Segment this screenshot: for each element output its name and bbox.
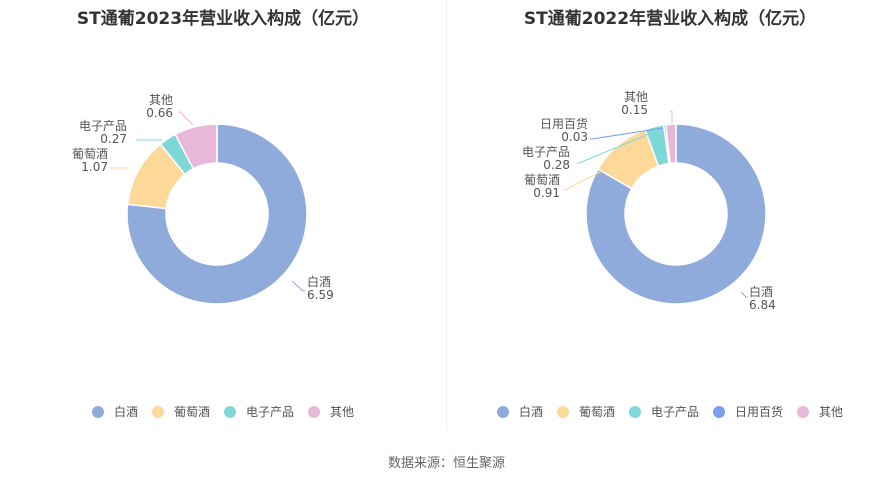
chart-title: ST通葡2023年营业收入构成（亿元）	[76, 9, 370, 29]
pie-slice[interactable]	[126, 123, 308, 305]
label-leader-line	[563, 168, 607, 191]
legend-label: 电子产品	[650, 405, 699, 419]
slice-value-label: 0.15	[621, 103, 648, 117]
legend-marker-icon	[151, 405, 164, 418]
legend-item[interactable]: 白酒	[91, 403, 138, 420]
legend-label: 葡萄酒	[578, 405, 615, 419]
legend-item[interactable]: 白酒	[496, 403, 543, 420]
slice-value-label: 0.66	[146, 106, 173, 120]
legend-item[interactable]: 其他	[308, 403, 354, 420]
slice-value-label: 6.84	[749, 298, 776, 312]
slice-label: 其他	[149, 93, 173, 107]
slice-value-label: 0.91	[533, 186, 560, 200]
legend-marker-icon	[797, 405, 810, 418]
pie-slice[interactable]	[174, 123, 218, 170]
legend-item[interactable]: 电子产品	[628, 403, 699, 420]
legend-marker-icon	[91, 405, 104, 418]
chart-panel-2023: ST通葡2023年营业收入构成（亿元） 白酒 6.59 葡萄酒 1.07 电子产品 0.2…	[0, 0, 446, 440]
legend-marker-icon	[556, 405, 569, 418]
legend-label: 其他	[330, 405, 355, 419]
legend-marker-icon	[496, 405, 509, 418]
slice-label: 其他	[624, 90, 648, 104]
legend-item[interactable]: 葡萄酒	[151, 403, 210, 420]
pie-slice[interactable]	[585, 123, 767, 305]
legend-item[interactable]: 葡萄酒	[556, 403, 615, 420]
label-leader-line	[670, 110, 673, 124]
chart-panel-2022: ST通葡2022年营业收入构成（亿元） 白酒 6.84 葡萄酒 0.91 电子产品 0.2…	[447, 0, 893, 440]
legend-marker-icon	[713, 405, 725, 418]
legend-item[interactable]: 日用百货	[713, 403, 783, 420]
data-source-note: 数据来源：恒生聚源	[387, 456, 505, 471]
slice-label: 电子产品	[522, 145, 570, 159]
legend-label: 葡萄酒	[173, 405, 210, 419]
legend-marker-icon	[628, 405, 641, 418]
slice-value-label: 0.27	[100, 132, 127, 146]
legend-marker-icon	[224, 405, 236, 418]
pie-slice[interactable]	[664, 123, 677, 165]
chart-title: ST通葡2022年营业收入构成（亿元）	[523, 9, 817, 29]
legend-item[interactable]: 其他	[797, 403, 843, 420]
legend-label: 白酒	[518, 405, 543, 419]
legend-item[interactable]: 电子产品	[224, 403, 294, 420]
slice-label: 电子产品	[79, 119, 127, 133]
label-leader-line	[291, 280, 305, 292]
slice-label: 白酒	[749, 284, 773, 299]
slice-label: 葡萄酒	[72, 147, 108, 161]
label-leader-line	[740, 291, 748, 298]
label-leader-line	[178, 111, 194, 126]
legend-label: 日用百货	[735, 405, 784, 419]
panel-divider	[446, 0, 447, 430]
slice-value-label: 6.59	[307, 288, 334, 302]
chart-legend: 白酒 葡萄酒 电子产品 日用百货 其他	[447, 403, 893, 420]
legend-label: 白酒	[113, 405, 138, 419]
slice-label: 日用百货	[540, 116, 588, 131]
chart-legend: 白酒 葡萄酒 电子产品 其他	[0, 403, 446, 420]
label-leader-line	[590, 127, 664, 140]
label-leader-line	[577, 131, 655, 164]
legend-label: 电子产品	[246, 405, 295, 419]
slice-value-label: 0.28	[543, 158, 570, 172]
slice-value-label: 0.03	[561, 130, 588, 144]
legend-label: 其他	[819, 405, 844, 419]
slice-label: 葡萄酒	[524, 173, 560, 187]
slice-label: 白酒	[307, 274, 331, 289]
slice-value-label: 1.07	[81, 160, 108, 174]
legend-marker-icon	[308, 405, 321, 418]
